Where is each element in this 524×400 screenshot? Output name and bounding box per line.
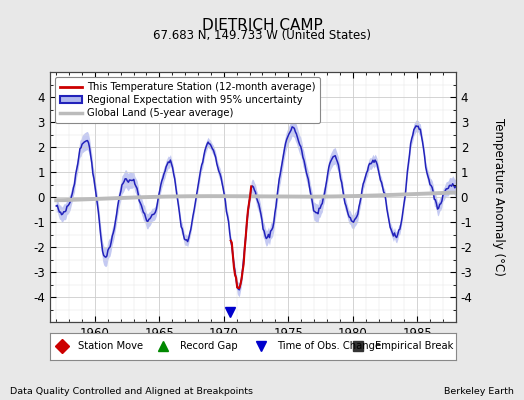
Y-axis label: Temperature Anomaly (°C): Temperature Anomaly (°C) xyxy=(492,118,505,276)
Text: Berkeley Earth: Berkeley Earth xyxy=(444,387,514,396)
Text: Data Quality Controlled and Aligned at Breakpoints: Data Quality Controlled and Aligned at B… xyxy=(10,387,254,396)
Text: Record Gap: Record Gap xyxy=(180,341,237,351)
Legend: This Temperature Station (12-month average), Regional Expectation with 95% uncer: This Temperature Station (12-month avera… xyxy=(55,77,320,123)
Text: DIETRICH CAMP: DIETRICH CAMP xyxy=(202,18,322,33)
Text: Time of Obs. Change: Time of Obs. Change xyxy=(277,341,381,351)
Text: Station Move: Station Move xyxy=(78,341,144,351)
Text: Empirical Break: Empirical Break xyxy=(375,341,453,351)
Text: 67.683 N, 149.733 W (United States): 67.683 N, 149.733 W (United States) xyxy=(153,29,371,42)
